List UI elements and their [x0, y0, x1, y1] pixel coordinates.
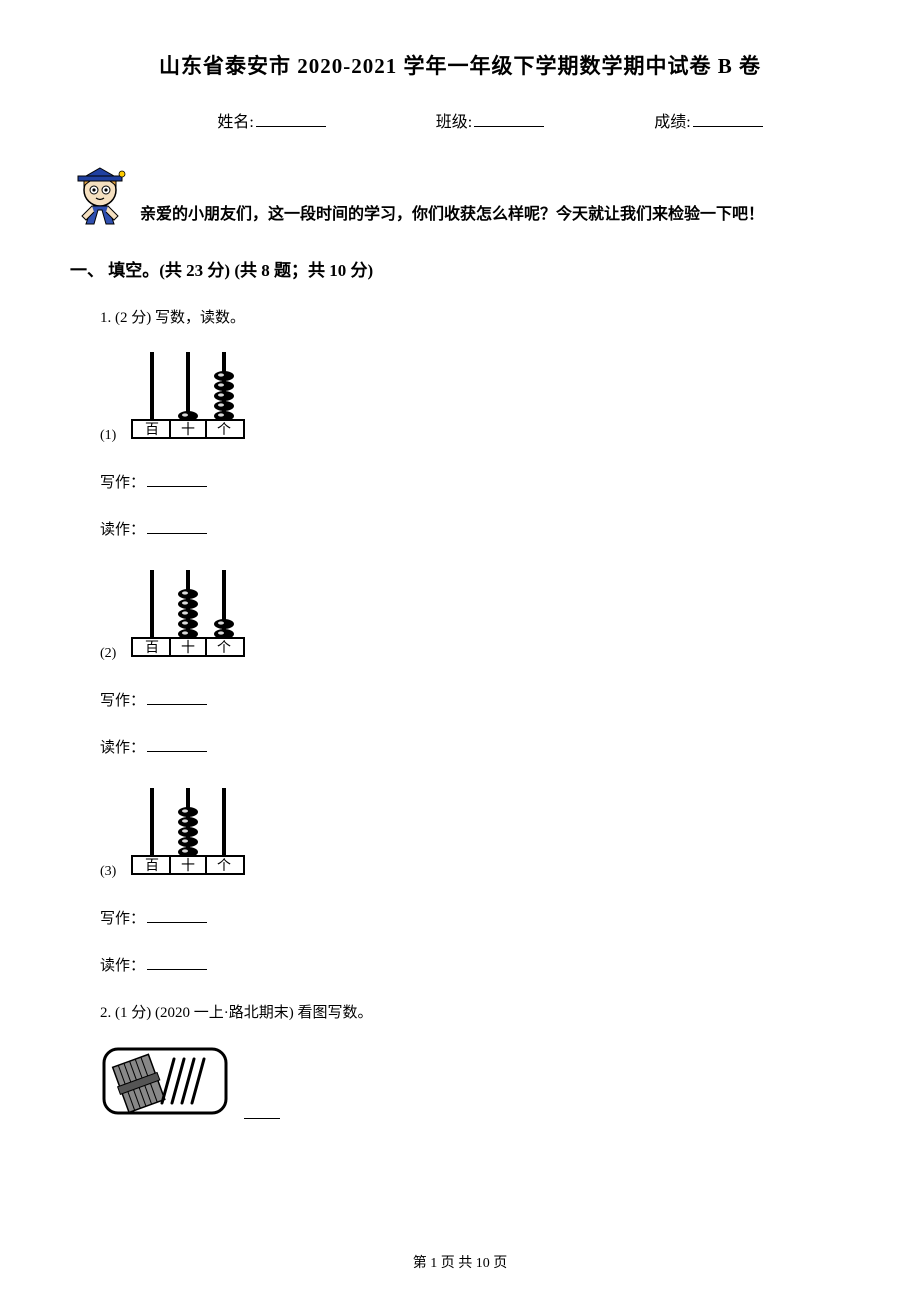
name-label: 姓名:: [217, 108, 253, 132]
q1-sub1-label: (1): [100, 423, 116, 452]
page-title: 山东省泰安市 2020-2021 学年一年级下学期数学期中试卷 B 卷: [70, 50, 850, 80]
greeting-row: 亲爱的小朋友们，这一段时间的学习，你们收获怎么样呢？今天就让我们来检验一下吧！: [70, 162, 850, 232]
q1-sub3-label: (3): [100, 859, 116, 888]
svg-text:百: 百: [145, 640, 159, 656]
abacus-1: 百十个: [128, 346, 248, 452]
svg-text:百: 百: [145, 422, 159, 438]
read-blank[interactable]: [147, 956, 207, 970]
write-label: 写作：: [100, 693, 145, 709]
svg-text:个: 个: [217, 858, 231, 874]
abacus-2: 百十个: [128, 564, 248, 670]
score-blank[interactable]: [693, 113, 763, 127]
counting-sticks-icon: [100, 1045, 230, 1117]
abacus-3: 百十个: [128, 782, 248, 888]
q1-s2-write: 写作：: [100, 688, 850, 715]
write-label: 写作：: [100, 911, 145, 927]
mascot-icon: [70, 162, 130, 232]
read-blank[interactable]: [147, 520, 207, 534]
svg-text:个: 个: [217, 640, 231, 656]
question-1: 1. (2 分) 写数，读数。 (1) 百十个 写作： 读作： (2) 百十个 …: [100, 305, 850, 1119]
q2-head: 2. (1 分) (2020 一上·路北期末) 看图写数。: [100, 1000, 850, 1027]
write-blank[interactable]: [147, 691, 207, 705]
write-blank[interactable]: [147, 473, 207, 487]
name-field[interactable]: 姓名:: [217, 108, 325, 132]
class-field[interactable]: 班级:: [436, 108, 544, 132]
class-label: 班级:: [436, 108, 472, 132]
svg-text:百: 百: [145, 858, 159, 874]
info-row: 姓名: 班级: 成绩:: [70, 108, 850, 132]
score-field[interactable]: 成绩:: [654, 108, 762, 132]
q1-head: 1. (2 分) 写数，读数。: [100, 305, 850, 332]
q2-answer-blank[interactable]: [244, 1109, 280, 1119]
svg-text:十: 十: [181, 640, 195, 656]
read-label: 读作：: [100, 522, 145, 538]
q2-figure-row: [100, 1041, 850, 1119]
q1-s1-write: 写作：: [100, 470, 850, 497]
greeting-text: 亲爱的小朋友们，这一段时间的学习，你们收获怎么样呢？今天就让我们来检验一下吧！: [140, 202, 764, 232]
read-label: 读作：: [100, 958, 145, 974]
svg-text:十: 十: [181, 422, 195, 438]
write-label: 写作：: [100, 475, 145, 491]
read-blank[interactable]: [147, 738, 207, 752]
q1-s3-write: 写作：: [100, 906, 850, 933]
name-blank[interactable]: [256, 113, 326, 127]
class-blank[interactable]: [474, 113, 544, 127]
write-blank[interactable]: [147, 909, 207, 923]
q1-sub2-label: (2): [100, 641, 116, 670]
svg-text:个: 个: [217, 422, 231, 438]
q1-s2-read: 读作：: [100, 735, 850, 762]
page-footer: 第 1 页 共 10 页: [0, 1252, 920, 1272]
read-label: 读作：: [100, 740, 145, 756]
q1-sub1: (1) 百 十 个: [100, 346, 850, 452]
section-1-header: 一、 填空。(共 23 分) (共 8 题；共 10 分): [70, 256, 850, 281]
q1-sub3: (3) 百 十 个: [100, 782, 850, 888]
q1-s1-read: 读作：: [100, 517, 850, 544]
q1-s3-read: 读作：: [100, 953, 850, 980]
svg-text:十: 十: [181, 858, 195, 874]
q1-sub2: (2) 百 十 个: [100, 564, 850, 670]
score-label: 成绩:: [654, 108, 690, 132]
